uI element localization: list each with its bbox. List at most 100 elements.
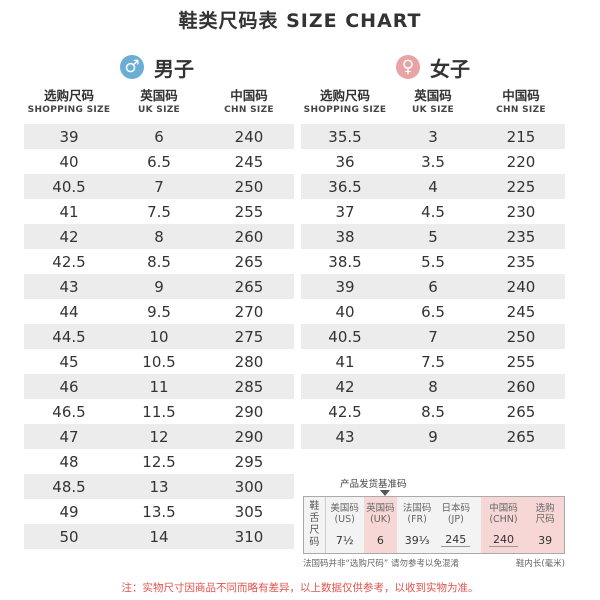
uk-size-cell: 3.5: [421, 152, 445, 171]
uk-size-cell: 8: [428, 377, 438, 396]
label-col-us: 美国码 (US) 7½: [326, 497, 364, 553]
uk-size-cell: 8: [154, 227, 164, 246]
label-col-shopping-size: 选购 尺码 39: [526, 497, 564, 553]
label-col-sub: (JP): [447, 514, 464, 525]
header-en: UK SIZE: [137, 105, 181, 115]
women-table-body: 35.5 3 215 36 3.5 220 36.5 4 225 37 4.5 230 38 5 235 38…: [301, 124, 565, 449]
table-row: 42.5 8.5 265: [301, 399, 565, 424]
uk-size-cell: 13.5: [142, 502, 176, 521]
chn-size-cell: 275: [234, 327, 264, 346]
uk-size-cell: 7.5: [147, 202, 171, 221]
chn-size-cell: 240: [506, 277, 536, 296]
shopping-size-cell: 38.5: [328, 252, 362, 271]
shopping-size-cell: 42.5: [328, 402, 362, 421]
chn-size-cell: 280: [234, 352, 264, 371]
women-table-header: 选购尺码 SHOPPING SIZE 英国码 UK SIZE 中国码 CHN S…: [301, 88, 565, 124]
table-row: 38 5 235: [301, 224, 565, 249]
header-uk-size: 英国码 UK SIZE: [114, 88, 204, 124]
note-inner-length: 鞋内长(毫米): [515, 559, 565, 569]
table-row: 39 6 240: [24, 124, 294, 149]
chn-size-cell: 235: [506, 252, 536, 271]
shopping-size-cell: 41: [335, 352, 355, 371]
side-char: 鞋: [309, 501, 320, 512]
female-symbol-icon: ♀: [396, 55, 420, 79]
chn-size-cell: 225: [506, 177, 536, 196]
table-row: 46.5 11.5 290: [24, 399, 294, 424]
header-cn: 选购尺码: [319, 88, 370, 103]
uk-size-cell: 5.5: [421, 252, 445, 271]
women-size-table: 选购尺码 SHOPPING SIZE 英国码 UK SIZE 中国码 CHN S…: [301, 88, 565, 449]
header-shopping-size: 选购尺码 SHOPPING SIZE: [24, 88, 114, 124]
table-row: 38.5 5.5 235: [301, 249, 565, 274]
shopping-size-cell: 40.5: [328, 327, 362, 346]
shopping-size-cell: 46.5: [52, 402, 86, 421]
label-col-sub: (CHN): [489, 514, 518, 525]
women-heading-label: 女子: [430, 56, 470, 81]
chn-size-cell: 310: [234, 527, 264, 546]
uk-size-cell: 13: [149, 477, 169, 496]
label-col-title: 美国码: [330, 503, 359, 515]
chn-size-cell: 255: [234, 202, 264, 221]
label-col-sub: (FR): [407, 514, 427, 526]
chn-size-cell: 220: [506, 152, 536, 171]
table-row: 43 9 265: [24, 274, 294, 299]
chn-size-cell: 250: [234, 177, 264, 196]
uk-size-cell: 7: [154, 177, 164, 196]
shopping-size-cell: 42.5: [52, 252, 86, 271]
uk-size-cell: 10.5: [142, 352, 176, 371]
header-en: SHOPPING SIZE: [303, 105, 387, 115]
uk-size-cell: 6: [154, 127, 164, 146]
side-char: 码: [309, 537, 320, 548]
table-row: 50 14 310: [24, 524, 294, 549]
footnote: 注：实物尺寸因商品不同而略有差异，以上数据仅供参考，以收到实物为准。: [121, 582, 479, 594]
shopping-size-cell: 40: [59, 152, 79, 171]
table-row: 42.5 8.5 265: [24, 249, 294, 274]
chn-size-cell: 265: [234, 252, 264, 271]
shopping-size-cell: 37: [335, 202, 355, 221]
header-cn: 英国码: [414, 88, 452, 103]
table-row: 42 8 260: [301, 374, 565, 399]
chn-size-cell: 260: [234, 227, 264, 246]
header-chn-size: 中国码 CHN SIZE: [477, 88, 565, 124]
shopping-size-cell: 50: [59, 527, 79, 546]
header-cn: 选购尺码: [43, 88, 94, 103]
uk-size-cell: 10: [149, 327, 169, 346]
label-col-value: 7½: [335, 533, 354, 547]
uk-size-cell: 8.5: [147, 252, 171, 271]
shopping-size-cell: 48: [59, 452, 79, 471]
chn-size-cell: 305: [234, 502, 264, 521]
chn-size-cell: 245: [506, 302, 536, 321]
shopping-size-cell: 40: [335, 302, 355, 321]
shopping-size-cell: 47: [59, 427, 79, 446]
table-row: 44.5 10 275: [24, 324, 294, 349]
label-col-title: 中国码: [489, 503, 518, 514]
men-heading: ♂ 男子: [120, 52, 194, 82]
shopping-size-cell: 41: [59, 202, 79, 221]
uk-size-cell: 6.5: [147, 152, 171, 171]
table-row: 45 10.5 280: [24, 349, 294, 374]
side-char: 尺: [309, 525, 320, 536]
shopping-size-cell: 39: [335, 277, 355, 296]
uk-size-cell: 7: [428, 327, 438, 346]
chn-size-cell: 270: [234, 302, 264, 321]
uk-size-cell: 9: [428, 427, 438, 446]
uk-size-cell: 9: [154, 277, 164, 296]
chn-size-cell: 240: [234, 127, 264, 146]
table-row: 40 6.5 245: [301, 299, 565, 324]
table-row: 44 9.5 270: [24, 299, 294, 324]
shopping-size-cell: 44.5: [52, 327, 86, 346]
shopping-size-cell: 45: [59, 352, 79, 371]
uk-size-cell: 6: [428, 277, 438, 296]
header-uk-size: 英国码 UK SIZE: [389, 88, 477, 124]
chn-size-cell: 285: [234, 377, 264, 396]
label-diagram-title: 产品发货基准码: [340, 479, 407, 490]
table-row: 42 8 260: [24, 224, 294, 249]
chn-size-cell: 265: [234, 277, 264, 296]
label-col-title: 英国码: [366, 503, 395, 515]
side-char: 舌: [309, 513, 320, 524]
shopping-size-cell: 49: [59, 502, 79, 521]
label-col-sub: (UK): [370, 514, 391, 526]
shopping-size-cell: 42: [335, 377, 355, 396]
table-row: 40 6.5 245: [24, 149, 294, 174]
uk-size-cell: 12.5: [142, 452, 176, 471]
